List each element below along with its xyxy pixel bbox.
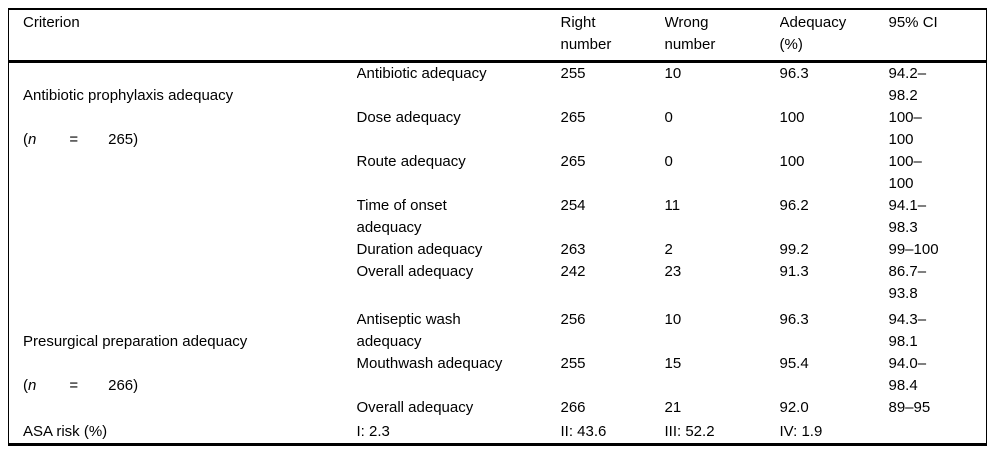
table-row: Mouthwash adequacy 255 15 95.4 94.0– 98.… [9, 353, 987, 397]
right-number-cell: 263 [560, 241, 586, 258]
asa-label-cell: ASA risk (%) [23, 423, 108, 440]
right-number-cell: 255 [560, 65, 586, 82]
ci-cell: 94.3– 98.1 [888, 311, 927, 350]
asa-grade1-cell: I: 2.3 [356, 423, 390, 440]
adequacy-cell: 91.3 [779, 263, 809, 280]
ci-cell: 94.1– 98.3 [888, 197, 927, 236]
wrong-number-cell: 10 [664, 65, 682, 82]
subcriterion-cell: Mouthwash adequacy [356, 355, 503, 372]
right-number-cell: 266 [560, 399, 586, 416]
header-criterion: Criterion [8, 9, 561, 63]
wrong-number-cell: 23 [664, 263, 682, 280]
ci-cell: 94.0– 98.4 [888, 355, 927, 394]
n-symbol: n [28, 131, 37, 148]
ci-cell: 89–95 [888, 399, 931, 416]
criterion-group-label: Presurgical preparation adequacy [23, 333, 248, 350]
criterion-group-n: (n = 265) [23, 131, 139, 148]
criterion-group-antibiotic: Antibiotic prophylaxis adequacy (n = 265) [9, 62, 357, 306]
asa-grade3-cell: III: 52.2 [664, 423, 715, 440]
right-number-cell: 265 [560, 153, 586, 170]
table-row: Overall adequacy 266 21 92.0 89–95 [9, 397, 987, 419]
header-ci: 95% CI [888, 9, 987, 63]
wrong-number-cell: 0 [664, 153, 673, 170]
table-row: Presurgical preparation adequacy (n = 266)… [9, 305, 987, 394]
criterion-group-presurgical: Presurgical preparation adequacy (n = 266) [9, 305, 357, 419]
wrong-number-cell: 10 [664, 311, 682, 328]
right-number-cell: 254 [560, 197, 586, 214]
adequacy-cell: 100 [779, 109, 805, 126]
adequacy-table: Criterion Right number Wrong number Adeq… [8, 8, 987, 446]
criterion-group-n: (n = 266) [23, 377, 139, 394]
wrong-number-cell: 21 [664, 399, 682, 416]
adequacy-cell: 96.2 [779, 197, 809, 214]
adequacy-cell: 100 [779, 153, 805, 170]
adequacy-cell: 96.3 [779, 311, 809, 328]
wrong-number-cell: 0 [664, 109, 673, 126]
header-adequacy-pct: Adequacy (%) [779, 9, 889, 63]
wrong-number-cell: 15 [664, 355, 682, 372]
subcriterion-cell: Duration adequacy [356, 241, 483, 258]
table-row: Dose adequacy 265 0 100 100– 100 [9, 107, 987, 151]
table-row: Time of onset adequacy 254 11 96.2 94.1–… [9, 195, 987, 239]
right-number-cell: 256 [560, 311, 586, 328]
header-row: Criterion Right number Wrong number Adeq… [8, 9, 987, 63]
right-number-cell: 242 [560, 263, 586, 280]
header-right-number: Right number [560, 9, 665, 63]
n-symbol: n [28, 377, 37, 394]
subcriterion-cell: Overall adequacy [356, 399, 474, 416]
table-row-asa: ASA risk (%) I: 2.3 II: 43.6 III: 52.2 I… [9, 419, 987, 445]
adequacy-cell: 92.0 [779, 399, 809, 416]
table-row: Overall adequacy 242 23 91.3 86.7– 93.8 [9, 261, 987, 305]
table-row: Duration adequacy 263 2 99.2 99–100 [9, 239, 987, 261]
header-wrong-number: Wrong number [664, 9, 780, 63]
subcriterion-cell: Antibiotic adequacy [356, 65, 487, 82]
ci-cell: 100– 100 [888, 153, 922, 192]
subcriterion-cell: Antiseptic wash adequacy [356, 311, 461, 350]
asa-grade4-cell: IV: 1.9 [779, 423, 823, 440]
adequacy-cell: 95.4 [779, 355, 809, 372]
subcriterion-cell: Overall adequacy [356, 263, 474, 280]
subcriterion-cell: Route adequacy [356, 153, 466, 170]
ci-cell: 99–100 [888, 241, 939, 258]
ci-cell: 94.2– 98.2 [888, 65, 927, 104]
ci-cell: 86.7– 93.8 [888, 263, 927, 302]
wrong-number-cell: 2 [664, 241, 673, 258]
wrong-number-cell: 11 [664, 197, 681, 214]
adequacy-cell: 99.2 [779, 241, 809, 258]
right-number-cell: 255 [560, 355, 586, 372]
criterion-group-label: Antibiotic prophylaxis adequacy [23, 87, 234, 104]
ci-cell: 100– 100 [888, 109, 922, 148]
table-row: Antibiotic prophylaxis adequacy (n = 265) … [9, 62, 987, 148]
right-number-cell: 265 [560, 109, 586, 126]
subcriterion-cell: Time of onset adequacy [356, 197, 447, 236]
subcriterion-cell: Dose adequacy [356, 109, 461, 126]
asa-grade2-cell: II: 43.6 [560, 423, 607, 440]
asa-empty-cell [889, 419, 987, 445]
table-row: Route adequacy 265 0 100 100– 100 [9, 151, 987, 195]
adequacy-cell: 96.3 [779, 65, 809, 82]
